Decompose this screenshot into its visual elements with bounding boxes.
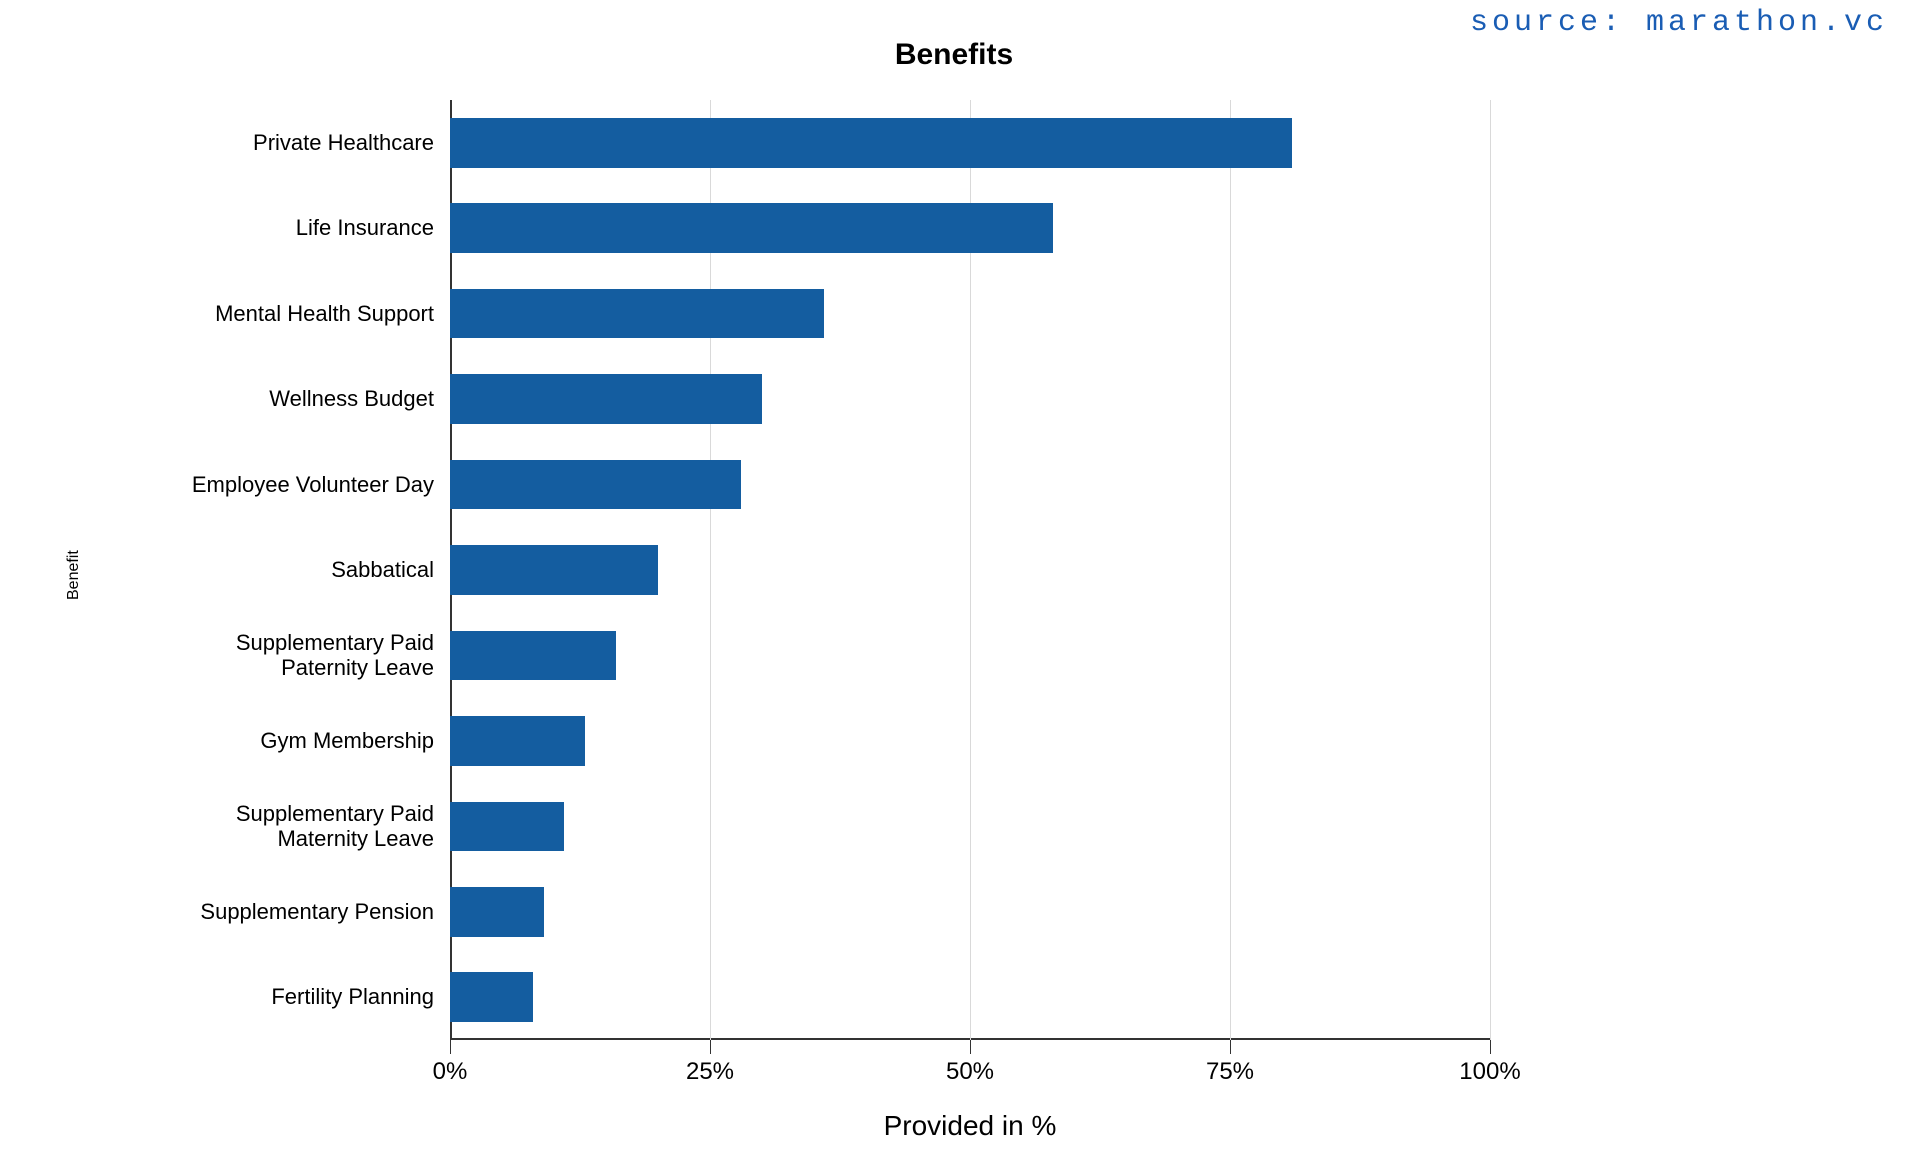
bar-fill (450, 802, 564, 852)
bar-fill (450, 460, 741, 510)
category-label: Gym Membership (10, 728, 434, 753)
category-label: Fertility Planning (10, 984, 434, 1009)
bar (450, 374, 762, 424)
gridline (1490, 100, 1491, 1040)
category-label: Private Healthcare (10, 130, 434, 155)
x-tick (450, 1040, 451, 1054)
category-label: Wellness Budget (10, 386, 434, 411)
gridline (1230, 100, 1231, 1040)
chart-canvas: source: marathon.vc Benefits Benefit Pro… (0, 0, 1908, 1176)
bar (450, 203, 1053, 253)
bar (450, 802, 564, 852)
category-label: Sabbatical (10, 557, 434, 582)
category-label: Mental Health Support (10, 301, 434, 326)
chart-title: Benefits (0, 38, 1908, 72)
x-tick (710, 1040, 711, 1054)
category-label: Life Insurance (10, 215, 434, 240)
x-tick (1490, 1040, 1491, 1054)
bar-fill (450, 374, 762, 424)
bar (450, 118, 1292, 168)
category-label: Supplementary Pension (10, 899, 434, 924)
x-tick-label: 50% (946, 1058, 994, 1086)
x-tick-label: 0% (433, 1058, 468, 1086)
category-label: Supplementary PaidMaternity Leave (10, 801, 434, 852)
x-tick-label: 25% (686, 1058, 734, 1086)
bar (450, 289, 824, 339)
x-axis-label: Provided in % (450, 1110, 1490, 1142)
bar-fill (450, 203, 1053, 253)
bar-fill (450, 631, 616, 681)
x-tick-label: 100% (1459, 1058, 1520, 1086)
bar (450, 460, 741, 510)
x-tick (970, 1040, 971, 1054)
bar (450, 716, 585, 766)
x-tick (1230, 1040, 1231, 1054)
category-label: Supplementary PaidPaternity Leave (10, 630, 434, 681)
bar-fill (450, 972, 533, 1022)
bar-fill (450, 716, 585, 766)
plot-area (450, 100, 1490, 1040)
category-label: Employee Volunteer Day (10, 472, 434, 497)
bar (450, 631, 616, 681)
bar (450, 887, 544, 937)
bar-fill (450, 545, 658, 595)
bar-fill (450, 118, 1292, 168)
bar-fill (450, 289, 824, 339)
bar-fill (450, 887, 544, 937)
bar (450, 545, 658, 595)
x-tick-label: 75% (1206, 1058, 1254, 1086)
bar (450, 972, 533, 1022)
source-attribution: source: marathon.vc (1470, 6, 1888, 40)
